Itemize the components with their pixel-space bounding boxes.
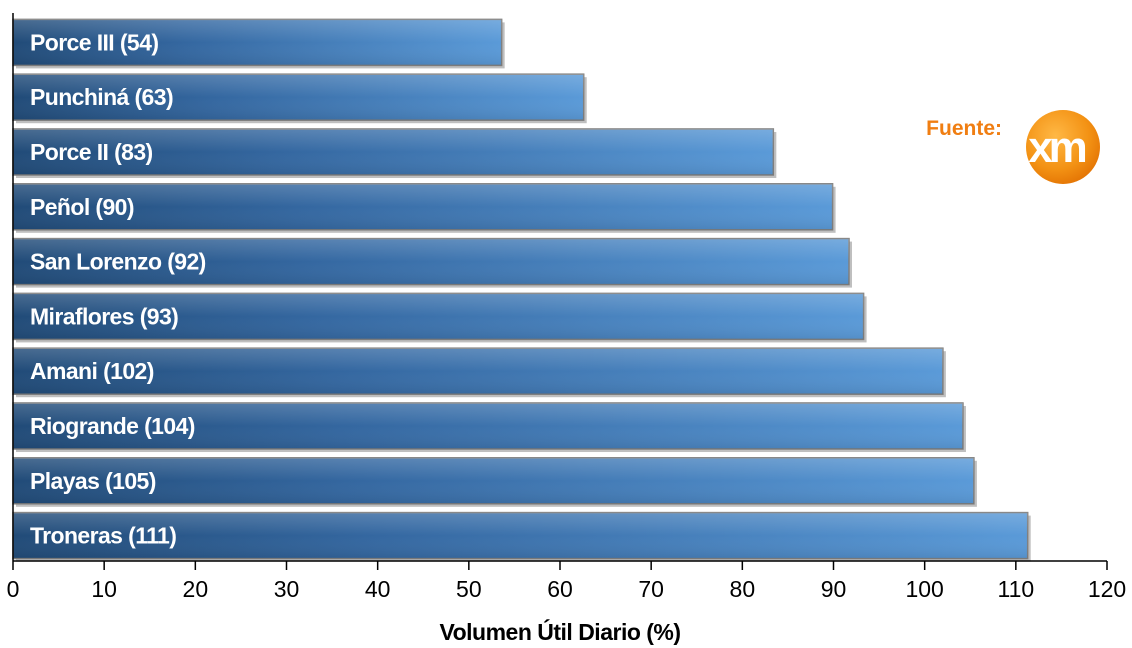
xm-logo-icon: xm [1026, 110, 1100, 184]
bar-highlight [13, 238, 849, 285]
bar-label: Porce II (83) [30, 139, 153, 165]
bar-highlight [13, 74, 584, 121]
bar-highlight [13, 293, 864, 340]
x-ticks: 0 10 20 30 40 50 60 70 80 90 100 110 120 [7, 561, 1126, 602]
x-tick-label: 60 [547, 576, 573, 602]
bar-label: San Lorenzo (92) [30, 249, 206, 275]
source-label: Fuente: [926, 117, 1002, 140]
x-tick-label: 50 [456, 576, 482, 602]
bar-label: Playas (105) [30, 468, 156, 494]
bar-label: Punchiná (63) [30, 84, 173, 110]
x-tick-label: 20 [183, 576, 209, 602]
bar-highlight [13, 348, 943, 395]
bar-label: Porce III (54) [30, 29, 158, 55]
bar-highlight [13, 457, 974, 504]
source-attribution: Fuente: xm [926, 110, 1100, 184]
x-tick-label: 70 [638, 576, 664, 602]
bar-label: Amani (102) [30, 358, 154, 384]
bar-label: Troneras (111) [30, 523, 176, 549]
x-tick-label: 80 [730, 576, 756, 602]
bar-highlight [13, 128, 774, 176]
bar-label: Miraflores (93) [30, 303, 178, 329]
x-tick-label: 30 [274, 576, 300, 602]
bar-label: Riogrande (104) [30, 413, 195, 439]
x-tick-label: 100 [905, 576, 943, 602]
x-tick-label: 0 [7, 576, 20, 602]
bar-highlight [13, 512, 1028, 559]
x-tick-label: 110 [997, 576, 1034, 602]
bars-group [12, 18, 1031, 562]
bar-labels-group: Porce III (54) Punchiná (63) Porce II (83)… [30, 29, 206, 548]
bar-label: Peñol (90) [30, 194, 134, 220]
bar-highlight [13, 183, 833, 230]
x-tick-label: 90 [821, 576, 847, 602]
bar-highlight [13, 402, 963, 450]
x-tick-label: 40 [365, 576, 391, 602]
bar-highlight [13, 19, 502, 66]
x-tick-label: 120 [1088, 576, 1126, 602]
x-axis-title: Volumen Útil Diario (%) [439, 618, 680, 645]
logo-text: xm [1028, 123, 1085, 172]
x-tick-label: 10 [91, 576, 117, 602]
